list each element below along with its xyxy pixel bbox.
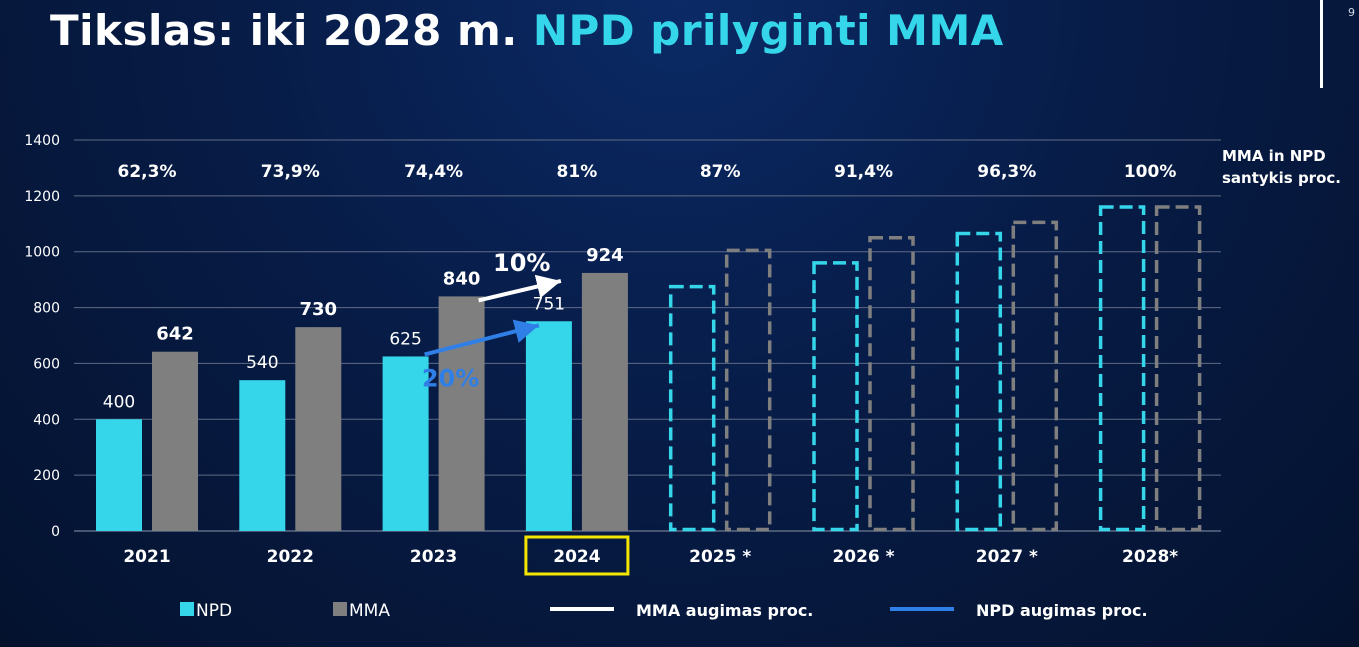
ratio-label: 91,4% [834,162,893,182]
x-tick-label: 2021 [123,547,170,567]
npd-growth-label: 20% [422,364,479,392]
y-tick-label: 1400 [24,133,60,149]
ratio-label: 73,9% [261,162,320,182]
legend-label: NPD [196,601,232,621]
ratio-label: 87% [700,162,741,182]
mma-data-label: 924 [586,245,624,266]
npd-data-label: 540 [246,353,278,373]
mma-data-label: 642 [156,324,194,345]
mma-bar [438,296,485,531]
npd-bar-projected [812,261,859,532]
npd-bar-projected [1098,205,1146,532]
npd-bar [382,356,429,531]
npd-data-label: 625 [389,329,421,349]
ratio-label: 100% [1124,162,1177,182]
npd-growth-arrow [424,319,540,357]
page-title: Tikslas: iki 2028 m. NPD prilyginti MMA [50,6,1004,55]
y-tick-label: 1000 [24,245,60,261]
legend: NPD MMA MMA augimas proc. NPD augimas proc. [180,601,1148,621]
labels-layer: 400 642 2021 62,3% 540 730 2022 73,9% 625 840 2023… [103,147,1341,576]
page-number: 9 [1348,6,1355,19]
npd-data-label: 400 [103,392,135,412]
title-part2: NPD prilyginti MMA [532,6,1004,55]
legend-swatch-npd [180,602,194,616]
legend-swatch-mma [333,602,347,616]
mma-bar [295,327,342,531]
legend-label: MMA [349,601,390,621]
mma-bar-projected [1011,220,1059,532]
x-tick-label: 2027 * [976,547,1038,567]
x-tick-label: 2022 [267,547,314,567]
mma-bar-projected [1154,205,1202,532]
ratio-header-line: santykis proc. [1222,169,1341,187]
bars-layer [96,205,1202,532]
mma-data-label: 840 [443,268,481,289]
y-tick-label: 800 [33,301,60,317]
npd-bar-projected [668,284,716,532]
x-tick-label: 2026 * [832,547,894,567]
x-tick-label: 2025 * [689,547,751,567]
x-tick-label: 2028* [1122,547,1178,567]
ratio-header-line: MMA in NPD [1222,147,1326,165]
highlight-box-2024 [524,535,630,576]
npd-data-label: 751 [533,294,565,314]
grid-layer: 0 200 400 600 800 1000 1200 1400 [24,133,1221,540]
y-tick-label: 600 [33,356,60,372]
ratio-label: 96,3% [977,162,1036,182]
title-part1: Tikslas: iki 2028 m. [50,6,518,55]
ratio-label: 62,3% [118,162,177,182]
divider-line [1320,0,1323,88]
mma-growth-label: 10% [493,249,550,277]
y-tick-label: 0 [51,524,60,540]
mma-bar [581,272,628,531]
growth-arrows: 10% 20% [422,249,562,392]
y-tick-label: 400 [33,412,60,428]
x-tick-label: 2023 [410,547,457,567]
ratio-label: 74,4% [404,162,463,182]
legend-label: MMA augimas proc. [636,601,813,620]
x-tick-label: 2024 [553,547,600,567]
mma-growth-arrow [478,274,562,303]
ratio-label: 81% [557,162,598,182]
npd-bar-projected [955,231,1003,532]
legend-label: NPD augimas proc. [976,601,1148,620]
npd-bar [525,321,572,531]
npd-bar [96,419,142,531]
y-tick-label: 1200 [24,189,60,205]
npd-bar [239,380,286,531]
mma-bar-projected [724,248,772,532]
mma-data-label: 730 [300,299,338,320]
mma-bar [152,351,198,531]
y-tick-label: 200 [33,468,60,484]
mma-bar-projected [868,236,915,532]
